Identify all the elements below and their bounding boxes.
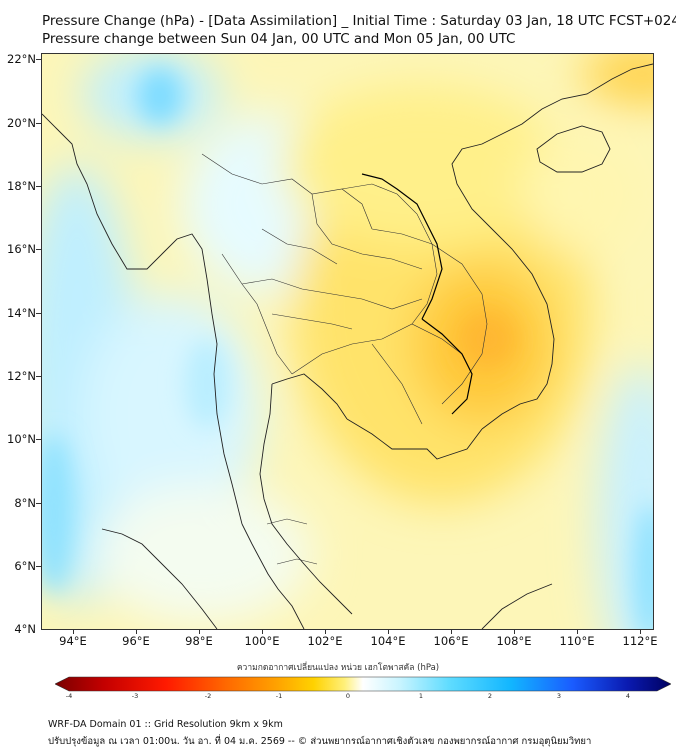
lon-label: 110°E [559, 634, 595, 648]
lat-label: 10°N [7, 432, 36, 446]
lon-label: 112°E [622, 634, 658, 648]
colorbar-title: ความกดอากาศเปลี่ยนแปลง หน่วย เฮกโตพาสคัล… [236, 663, 440, 673]
lat-label: 14°N [7, 306, 36, 320]
pressure-field [42, 54, 653, 629]
lon-label: 106°E [433, 634, 469, 648]
lon-label: 108°E [496, 634, 532, 648]
lon-label: 98°E [185, 634, 213, 648]
pressure-change-map [41, 53, 654, 630]
lat-tick [36, 503, 41, 504]
lon-tick [262, 630, 263, 634]
colorbar-tick: 2 [487, 692, 493, 700]
title-line-1: Pressure Change (hPa) - [Data Assimilati… [42, 13, 676, 29]
title-line-2: Pressure change between Sun 04 Jan, 00 U… [42, 31, 516, 47]
colorbar-tick: -2 [204, 692, 212, 700]
lon-tick [136, 630, 137, 634]
colorbar-tick: 4 [625, 692, 631, 700]
lat-tick [36, 439, 41, 440]
lon-tick [325, 630, 326, 634]
lat-tick [36, 186, 41, 187]
lon-label: 104°E [370, 634, 406, 648]
colorbar-tick: 3 [556, 692, 562, 700]
lat-label: 8°N [14, 496, 36, 510]
lon-label: 94°E [59, 634, 87, 648]
lat-label: 12°N [7, 369, 36, 383]
lat-tick [36, 249, 41, 250]
lon-label: 96°E [122, 634, 150, 648]
lat-tick [36, 313, 41, 314]
lat-tick [36, 566, 41, 567]
lon-tick [199, 630, 200, 634]
lat-label: 20°N [7, 116, 36, 130]
lat-tick [36, 59, 41, 60]
lat-tick [36, 376, 41, 377]
lat-label: 22°N [7, 52, 36, 66]
lat-tick [36, 123, 41, 124]
admin-borders [201, 153, 488, 565]
colorbar-svg [54, 676, 672, 692]
colorbar-tick: 1 [418, 692, 424, 700]
lon-tick [640, 630, 641, 634]
lat-label: 6°N [14, 559, 36, 573]
map-canvas [42, 54, 653, 629]
lat-label: 18°N [7, 179, 36, 193]
lat-label: 4°N [14, 622, 36, 636]
lon-tick [451, 630, 452, 634]
chart-title: Pressure Change (hPa) - [Data Assimilati… [42, 12, 676, 48]
footer-line-1: WRF-DA Domain 01 :: Grid Resolution 9km … [48, 719, 283, 730]
field-highlights [42, 68, 653, 629]
lon-tick [73, 630, 74, 634]
colorbar-tick: -1 [275, 692, 283, 700]
footer-line-2: ปรับปรุงข้อมูล ณ เวลา 01:00น. วัน อา. ที… [48, 736, 592, 747]
lon-label: 100°E [244, 634, 280, 648]
coastlines [42, 63, 653, 629]
lon-tick [388, 630, 389, 634]
lon-tick [577, 630, 578, 634]
colorbar-tick: -4 [65, 692, 73, 700]
lon-label: 102°E [307, 634, 343, 648]
colorbar [54, 676, 672, 692]
country-borders [361, 173, 473, 415]
colorbar-tick: 0 [345, 692, 351, 700]
colorbar-tick: -3 [131, 692, 139, 700]
lon-tick [514, 630, 515, 634]
lat-label: 16°N [7, 242, 36, 256]
